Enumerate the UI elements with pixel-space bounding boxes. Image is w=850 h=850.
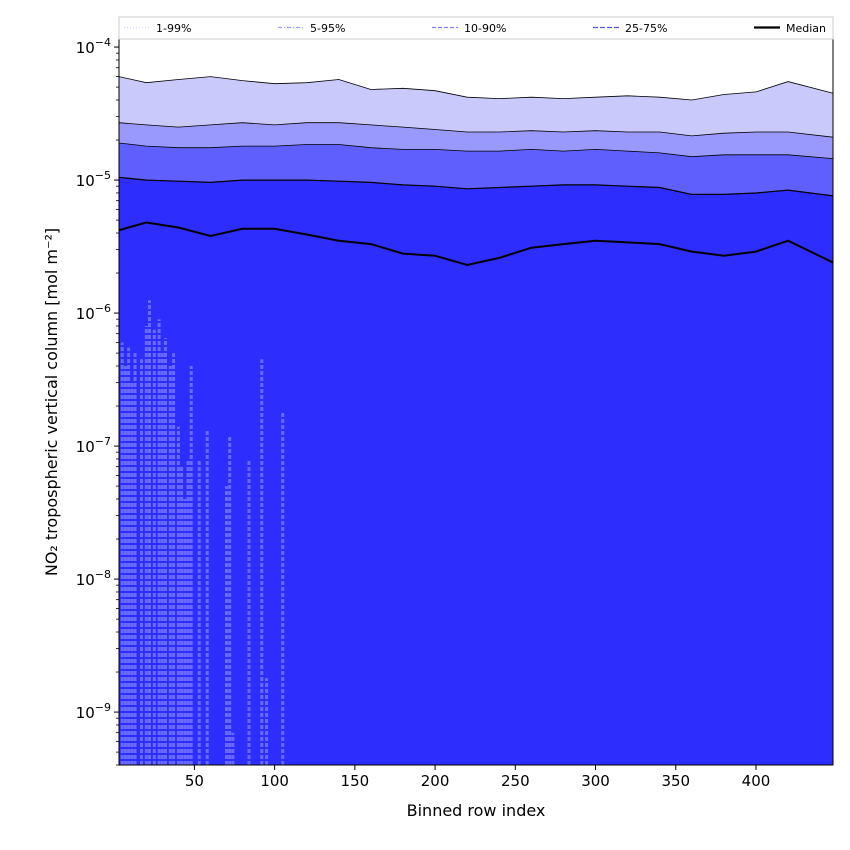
line-75	[118, 176, 834, 197]
y-tick-label: 10−6	[76, 302, 111, 323]
x-tick-label: 150	[341, 772, 370, 790]
x-tick-label: 400	[742, 772, 771, 790]
legend-label: 5-95%	[310, 22, 345, 35]
y-tick-label: 10−9	[76, 701, 111, 722]
y-tick-label: 10−4	[76, 36, 111, 57]
legend-label: 1-99%	[156, 22, 191, 35]
y-axis: 10−9 10−8 10−7 10−6 10−5 10−4	[76, 36, 119, 766]
x-tick-label: 300	[581, 772, 610, 790]
legend-box	[118, 16, 834, 40]
x-tick-label: 200	[421, 772, 450, 790]
y-tick-label: 10−5	[76, 169, 111, 190]
x-tick-label: 100	[260, 772, 289, 790]
line-90	[118, 142, 834, 159]
y-axis-label: NO₂ tropospheric vertical column [mol m⁻…	[42, 228, 61, 576]
band-25-75	[119, 177, 833, 766]
line-95	[118, 122, 834, 138]
y-tick-label: 10−7	[76, 435, 111, 456]
x-tick-label: 350	[661, 772, 690, 790]
legend-label: Median	[786, 22, 826, 35]
x-axis-label: Binned row index	[407, 801, 546, 820]
x-tick-label: 250	[501, 772, 530, 790]
x-tick-label: 50	[185, 772, 204, 790]
line-99	[118, 76, 834, 101]
percentile-lines	[118, 76, 834, 267]
legend-label: 10-90%	[464, 22, 506, 35]
y-tick-label: 10−8	[76, 568, 111, 589]
low-percentile-spikes	[120, 300, 285, 765]
x-axis: 50 100 150 200 250 300 350 400	[185, 765, 770, 790]
percentile-bands	[119, 76, 833, 766]
legend: 1-99% 5-95% 10-90% 25-75% Median	[118, 16, 834, 40]
legend-label: 25-75%	[625, 22, 667, 35]
median-line	[118, 221, 834, 267]
